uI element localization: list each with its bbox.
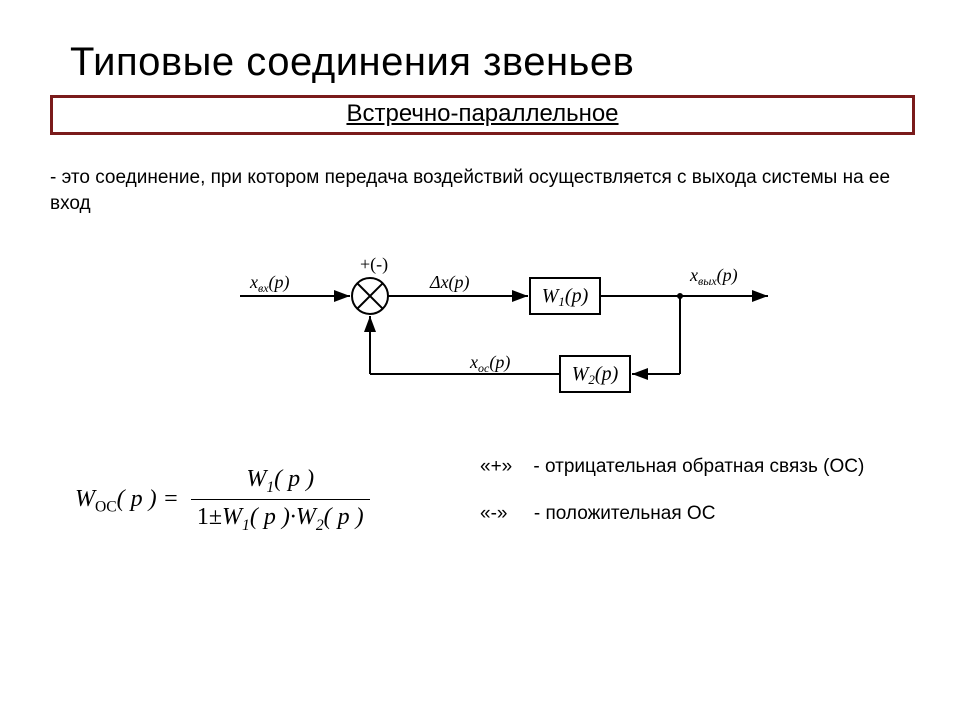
label-delta: Δx(p) [429,272,470,293]
label-block1: W1(p) [542,285,589,309]
legend-minus-text: - положительная ОС [534,503,716,524]
formula-den-end: ( p ) [324,504,364,530]
formula-num-main: W [246,466,266,492]
legend-minus-sign: «-» [480,503,507,524]
label-feedback: xос(p) [469,352,510,375]
formula-lhs-sub: OC [95,499,117,516]
formula-num-args: ( p ) [274,466,314,492]
label-block2: W2(p) [572,363,619,387]
block-diagram: xвх(p) +(-) Δx(p) W1(p) xвых(p) xос(p) W… [0,226,960,426]
formula-num-sub: 1 [266,479,274,496]
description-text: - это соединение, при котором передача в… [50,165,910,216]
formula-den-mid: ( p )· [250,504,296,530]
legend-plus-sign: «+» [480,456,512,477]
formula-den-s1: 1 [242,517,250,534]
subtitle: Встречно-параллельное [346,100,618,127]
formula-den-w2: W [296,504,316,530]
label-output: xвых(p) [689,265,738,288]
label-input: xвх(p) [249,272,290,295]
formula-lhs-main: W [75,486,95,512]
formula-den-prefix: 1± [197,504,222,530]
formula-den-s2: 2 [316,517,324,534]
legend: «+» - отрицательная обратная связь (ОС) … [480,446,920,547]
formula-den-w1: W [222,504,242,530]
label-sum-sign: +(-) [360,254,388,275]
subtitle-box: Встречно-параллельное [50,95,915,135]
formula-lhs-args: ( p ) = [117,486,179,512]
legend-plus-text: - отрицательная обратная связь (ОС) [533,456,864,477]
transfer-function-formula: WOC( p ) = W1( p ) 1±W1( p )·W2( p ) [0,446,480,547]
page-title: Типовые соединения звеньев [0,0,960,95]
